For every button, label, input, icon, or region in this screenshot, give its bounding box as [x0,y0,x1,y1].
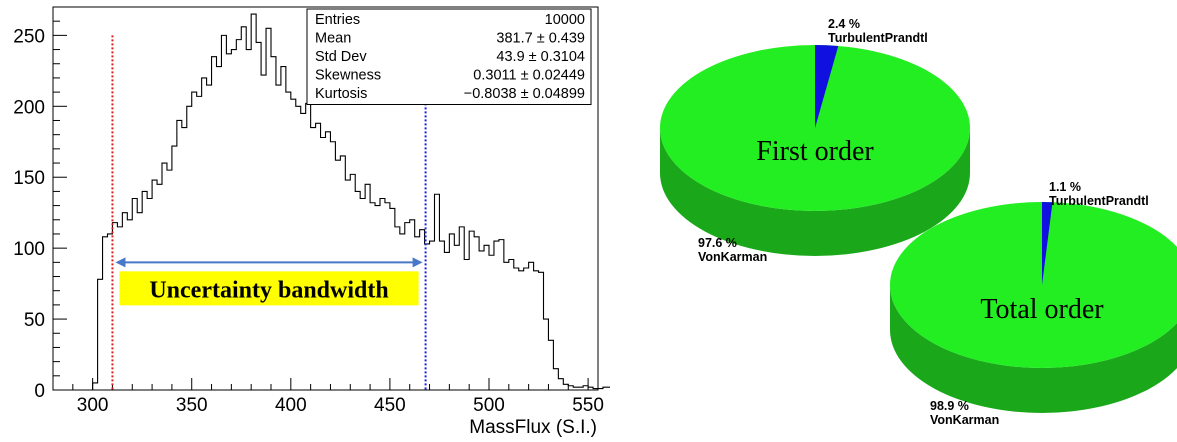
annotation-highlight [119,271,419,306]
pie-side [660,128,970,256]
slice-percent-label: 1.1 % [1049,180,1081,194]
slice-percent-label: 2.4 % [828,17,860,31]
arrow-head-right [412,257,423,268]
slice-name-label: TurbulentPrandtl [1049,194,1149,208]
pie-slice-turbulentprandtl [1042,202,1053,285]
y-tick-label: 50 [24,310,45,331]
plot-frame [52,6,599,391]
stats-value: 10000 [545,12,585,28]
slice-percent-label: 98.9 % [930,399,969,413]
stats-label: Std Dev [315,49,367,65]
stats-label: Skewness [315,68,381,84]
slice-name-label: TurbulentPrandtl [828,31,928,45]
stats-label: Kurtosis [315,86,367,102]
plot-frame-group [52,6,599,391]
annotation-text: Uncertainty bandwidth [149,277,388,303]
stats-value: 43.9 ± 0.3104 [496,49,585,65]
slice-name-label: VonKarman [698,250,767,264]
stats-value: 0.3011 ± 0.02449 [473,68,585,84]
x-tick-label: 450 [374,395,406,416]
stats-box: Entries 10000 Mean 381.7 ± 0.439 Std Dev 43.9… [306,8,592,105]
threshold-lines [111,35,427,390]
x-tick-label: 300 [77,395,109,416]
pie-first-order: First order 2.4 %TurbulentPrandtl 97.6 %Vo… [660,17,970,264]
pie-side [890,285,1177,413]
x-tick-label: 550 [572,395,604,416]
y-tick-label: 100 [13,239,45,260]
pie-total-order: Total order 1.1 %TurbulentPrandtl 98.9 %Vo… [890,180,1177,427]
stats-box-frame [306,8,592,105]
histogram-chart: 300 350 400 450 500 550 0 50 100 150 200 250 Entrie… [13,6,610,438]
x-tick-label: 350 [176,395,208,416]
pie-slice-vonkarman [890,202,1177,368]
stats-label: Entries [315,12,360,28]
x-tick-label: 400 [275,395,307,416]
x-axis-title: MassFlux (S.I.) [469,417,597,438]
pie-title: First order [756,136,874,167]
stats-value: −0.8038 ± 0.04899 [464,86,585,102]
y-tick-label: 250 [13,26,45,47]
axis-ticks: 300 350 400 450 500 550 0 50 100 150 200 250 [13,6,604,416]
stats-label: Mean [315,31,351,47]
y-tick-label: 150 [13,168,45,189]
stats-value: 381.7 ± 0.439 [496,31,585,47]
uncertainty-annotation: Uncertainty bandwidth [115,257,423,306]
y-tick-label: 0 [34,381,45,402]
pie-title: Total order [980,294,1104,325]
y-tick-label: 200 [13,97,45,118]
histogram-step-line [92,13,610,390]
arrow-head-left [115,257,126,268]
pie-slice-turbulentprandtl [815,45,839,128]
slice-name-label: VonKarman [930,413,999,427]
slice-percent-label: 97.6 % [698,236,737,250]
x-tick-label: 500 [473,395,505,416]
